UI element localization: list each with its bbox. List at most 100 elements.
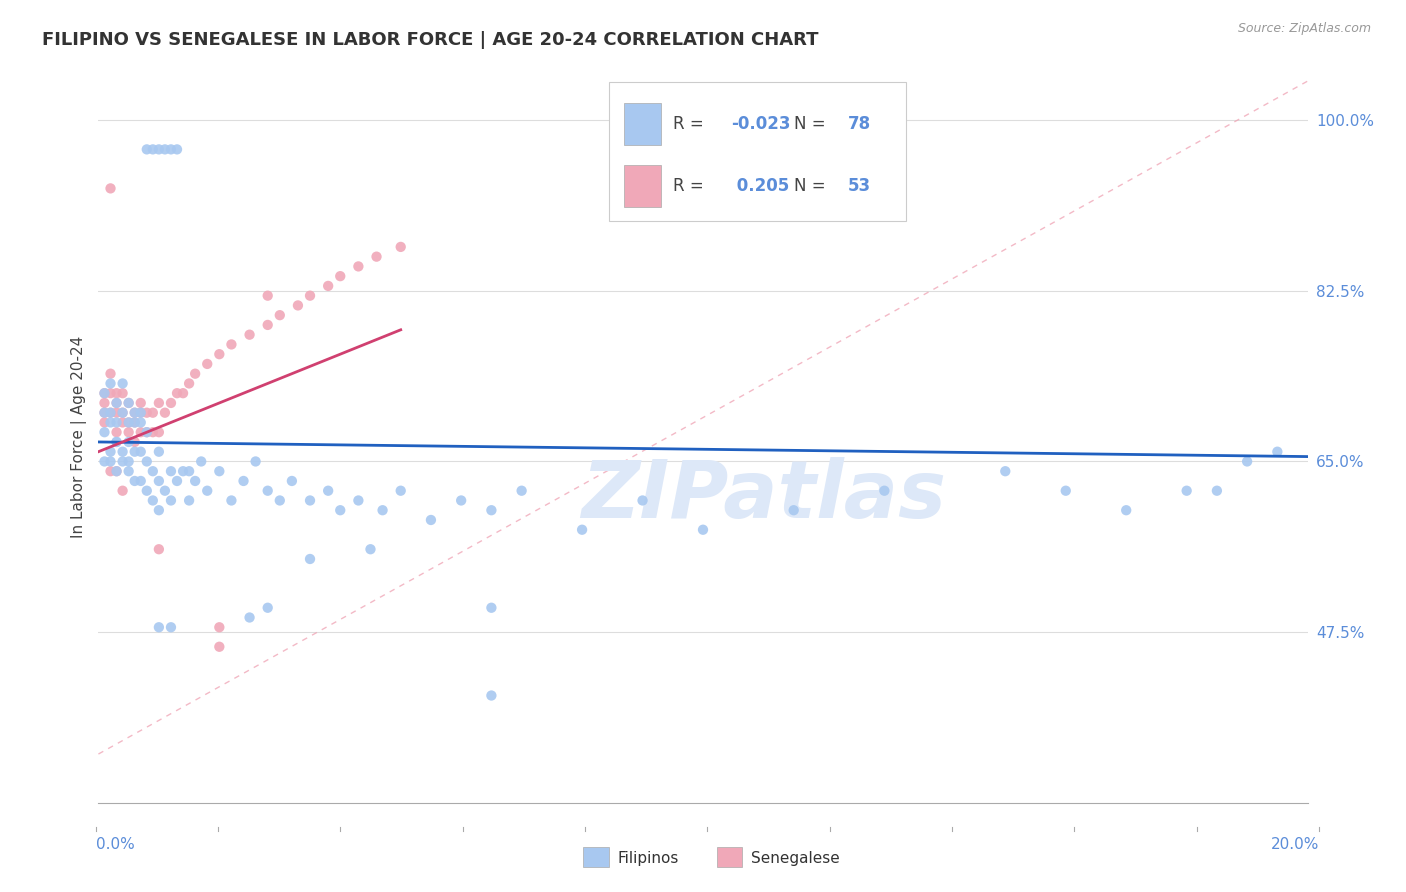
- Filipinos: [135, 142, 157, 156]
- Filipinos: [148, 620, 170, 634]
- Filipinos: [93, 454, 115, 468]
- Filipinos: [179, 464, 201, 478]
- Filipinos: [299, 552, 322, 566]
- Text: Source: ZipAtlas.com: Source: ZipAtlas.com: [1237, 22, 1371, 36]
- Filipinos: [239, 610, 262, 624]
- Filipinos: [160, 464, 183, 478]
- Senegalese: [111, 386, 134, 401]
- Senegalese: [111, 416, 134, 430]
- Text: Senegalese: Senegalese: [751, 851, 839, 865]
- Text: Filipinos: Filipinos: [617, 851, 679, 865]
- Text: N =: N =: [793, 115, 831, 133]
- Senegalese: [148, 396, 170, 410]
- Text: 0.205: 0.205: [731, 177, 789, 195]
- Filipinos: [783, 503, 806, 517]
- Filipinos: [129, 474, 152, 488]
- Filipinos: [142, 464, 165, 478]
- Senegalese: [135, 406, 157, 420]
- Senegalese: [316, 279, 339, 293]
- Senegalese: [105, 396, 128, 410]
- Filipinos: [160, 142, 183, 156]
- Senegalese: [172, 386, 194, 401]
- Filipinos: [256, 483, 278, 498]
- Senegalese: [389, 240, 412, 254]
- Filipinos: [281, 474, 304, 488]
- Senegalese: [124, 406, 146, 420]
- Filipinos: [347, 493, 370, 508]
- Senegalese: [93, 416, 115, 430]
- Filipinos: [124, 416, 146, 430]
- Senegalese: [142, 406, 165, 420]
- Senegalese: [93, 396, 115, 410]
- Filipinos: [166, 474, 188, 488]
- Filipinos: [571, 523, 593, 537]
- Filipinos: [93, 425, 115, 440]
- Senegalese: [105, 386, 128, 401]
- Filipinos: [124, 444, 146, 458]
- Senegalese: [100, 406, 122, 420]
- Senegalese: [184, 367, 207, 381]
- Senegalese: [129, 425, 152, 440]
- Text: -0.023: -0.023: [731, 115, 790, 133]
- Senegalese: [129, 406, 152, 420]
- Senegalese: [208, 347, 231, 361]
- Bar: [624, 103, 661, 145]
- Filipinos: [269, 493, 291, 508]
- Senegalese: [148, 425, 170, 440]
- Senegalese: [111, 483, 134, 498]
- Filipinos: [450, 493, 472, 508]
- Bar: [624, 165, 661, 207]
- Text: R =: R =: [672, 115, 709, 133]
- Filipinos: [100, 376, 122, 391]
- Senegalese: [100, 464, 122, 478]
- Senegalese: [124, 416, 146, 430]
- Senegalese: [105, 425, 128, 440]
- Filipinos: [135, 483, 157, 498]
- Filipinos: [105, 434, 128, 449]
- Senegalese: [366, 250, 388, 264]
- Filipinos: [371, 503, 394, 517]
- Filipinos: [245, 454, 267, 468]
- Text: 53: 53: [848, 177, 872, 195]
- Filipinos: [124, 474, 146, 488]
- Filipinos: [299, 493, 322, 508]
- Senegalese: [269, 308, 291, 322]
- Senegalese: [299, 288, 322, 302]
- Senegalese: [100, 367, 122, 381]
- Senegalese: [208, 640, 231, 654]
- Senegalese: [195, 357, 218, 371]
- Filipinos: [1236, 454, 1258, 468]
- Filipinos: [105, 416, 128, 430]
- Filipinos: [631, 493, 654, 508]
- Filipinos: [93, 386, 115, 401]
- Senegalese: [124, 434, 146, 449]
- Text: R =: R =: [672, 177, 709, 195]
- Filipinos: [100, 406, 122, 420]
- Filipinos: [105, 396, 128, 410]
- Filipinos: [142, 142, 165, 156]
- Senegalese: [118, 416, 141, 430]
- Senegalese: [221, 337, 243, 351]
- Senegalese: [256, 318, 278, 332]
- Filipinos: [148, 444, 170, 458]
- Senegalese: [135, 425, 157, 440]
- Filipinos: [105, 464, 128, 478]
- Filipinos: [153, 142, 176, 156]
- Senegalese: [166, 386, 188, 401]
- Text: N =: N =: [793, 177, 831, 195]
- Filipinos: [100, 416, 122, 430]
- Filipinos: [129, 444, 152, 458]
- Filipinos: [118, 416, 141, 430]
- Senegalese: [105, 406, 128, 420]
- Senegalese: [142, 425, 165, 440]
- Y-axis label: In Labor Force | Age 20-24: In Labor Force | Age 20-24: [72, 336, 87, 538]
- Text: 0.0%: 0.0%: [96, 838, 135, 852]
- Filipinos: [420, 513, 443, 527]
- Filipinos: [256, 600, 278, 615]
- Senegalese: [93, 386, 115, 401]
- Senegalese: [329, 269, 352, 284]
- Filipinos: [148, 503, 170, 517]
- Filipinos: [135, 454, 157, 468]
- Filipinos: [195, 483, 218, 498]
- Senegalese: [100, 181, 122, 195]
